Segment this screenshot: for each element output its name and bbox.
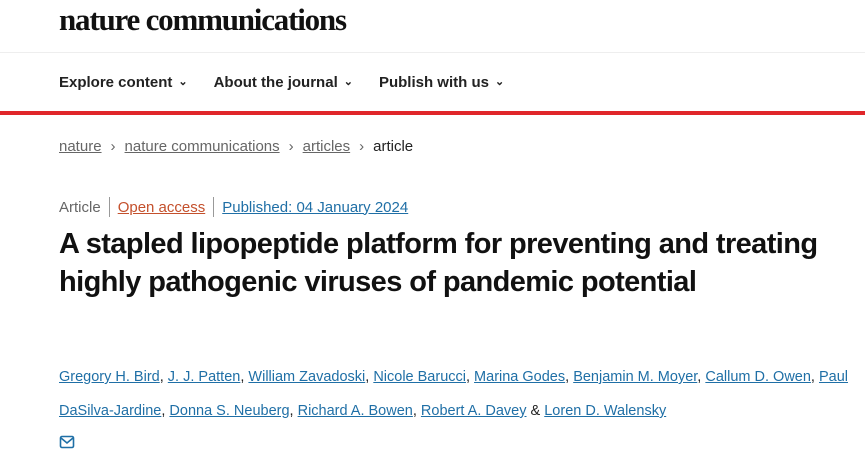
open-access-link[interactable]: Open access xyxy=(117,198,206,216)
author-list: Gregory H. Bird, J. J. Patten, William Z… xyxy=(59,360,849,462)
author-link[interactable]: Robert A. Davey xyxy=(420,403,527,419)
article-title: A stapled lipopeptide platform for preve… xyxy=(59,228,818,298)
divider xyxy=(108,197,110,217)
nav-label: Explore content xyxy=(59,74,173,91)
author-link[interactable]: Paul DaSilva-Jardine xyxy=(59,369,849,419)
accent-bar xyxy=(0,111,865,115)
chevron-down-icon: ⌄ xyxy=(178,76,188,88)
breadcrumb-nature[interactable]: nature xyxy=(59,138,102,155)
nav-about-journal[interactable]: About the journal ⌄ xyxy=(214,74,353,91)
author-link[interactable]: Callum D. Owen xyxy=(705,369,811,385)
nav-label: About the journal xyxy=(213,74,338,91)
email-icon[interactable] xyxy=(59,428,75,462)
author-link[interactable]: Benjamin M. Moyer xyxy=(573,369,698,385)
chevron-down-icon: ⌄ xyxy=(343,76,353,88)
author-link[interactable]: William Zavadoski xyxy=(248,369,366,385)
chevron-right-icon: › xyxy=(288,138,294,155)
nav-explore-content[interactable]: Explore content ⌄ xyxy=(59,74,188,91)
nav-label: Publish with us xyxy=(378,74,489,91)
author-link[interactable]: Richard A. Bowen xyxy=(297,403,413,419)
author-conjunction: & xyxy=(526,403,545,419)
journal-logo[interactable]: nature communications xyxy=(59,2,347,37)
article-meta: Article Open access Published: 04 Januar… xyxy=(59,197,408,217)
article-type: Article xyxy=(59,198,101,216)
divider xyxy=(0,52,865,53)
divider xyxy=(213,197,215,217)
breadcrumb: nature › nature communications › articles ›… xyxy=(59,138,413,155)
published-date-link[interactable]: Published: 04 January 2024 xyxy=(222,198,409,216)
main-nav: Explore content ⌄ About the journal ⌄ Publ… xyxy=(59,74,504,91)
chevron-right-icon: › xyxy=(359,138,365,155)
author-link[interactable]: Gregory H. Bird xyxy=(59,369,160,385)
author-link[interactable]: Loren D. Walensky xyxy=(544,403,667,419)
breadcrumb-nature-communications[interactable]: nature communications xyxy=(124,138,280,155)
author-link[interactable]: Donna S. Neuberg xyxy=(169,403,290,419)
author-link[interactable]: J. J. Patten xyxy=(167,369,241,385)
breadcrumb-current: article xyxy=(373,138,414,155)
author-link[interactable]: Nicole Barucci xyxy=(373,369,466,385)
author-link[interactable]: Marina Godes xyxy=(474,369,566,385)
chevron-right-icon: › xyxy=(110,138,116,155)
nav-publish-with-us[interactable]: Publish with us ⌄ xyxy=(379,74,504,91)
chevron-down-icon: ⌄ xyxy=(494,76,505,88)
breadcrumb-articles[interactable]: articles xyxy=(302,138,351,155)
